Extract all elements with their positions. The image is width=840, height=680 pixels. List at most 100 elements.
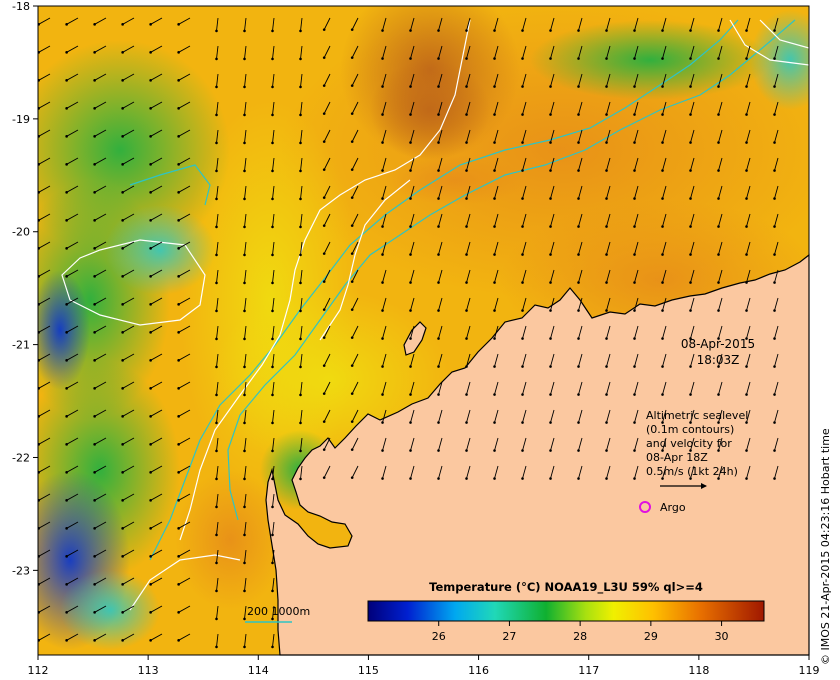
velocity-arrow — [690, 73, 695, 87]
velocity-arrow-head — [93, 331, 96, 334]
velocity-arrow-head — [381, 225, 384, 228]
velocity-arrow — [216, 213, 219, 227]
velocity-arrow-head — [661, 281, 664, 284]
velocity-arrow-head — [633, 281, 636, 284]
velocity-arrow — [323, 17, 331, 30]
velocity-arrow — [522, 101, 527, 115]
velocity-arrow-head — [271, 393, 274, 397]
velocity-arrow — [178, 269, 191, 277]
velocity-arrow — [774, 465, 779, 479]
velocity-arrow — [66, 157, 79, 165]
velocity-arrow-head — [243, 57, 246, 61]
velocity-arrow — [272, 521, 275, 535]
velocity-arrow-head — [177, 219, 180, 222]
velocity-arrow-head — [465, 225, 468, 228]
velocity-arrow-head — [93, 107, 96, 110]
velocity-arrow — [38, 73, 51, 81]
velocity-arrow — [272, 633, 275, 647]
velocity-arrow — [66, 73, 79, 81]
velocity-arrow — [272, 549, 275, 563]
velocity-arrow — [438, 73, 443, 87]
velocity-arrow — [410, 269, 415, 283]
velocity-arrow — [550, 129, 555, 143]
velocity-arrow-head — [577, 281, 580, 284]
velocity-arrow — [522, 129, 527, 143]
velocity-arrow — [178, 633, 191, 641]
velocity-arrow-head — [745, 57, 748, 60]
velocity-arrow — [38, 465, 51, 473]
velocity-arrow — [38, 157, 51, 165]
velocity-arrow — [774, 157, 779, 171]
lon-tick-label: 119 — [799, 664, 820, 677]
velocity-arrow-head — [149, 471, 152, 474]
velocity-arrow-head — [493, 393, 496, 396]
longitude-axis: 112 113 114 115 116 117 118 119 — [28, 655, 820, 677]
velocity-arrow — [410, 185, 415, 199]
velocity-arrow-head — [271, 533, 274, 537]
velocity-arrow — [550, 381, 555, 395]
velocity-arrow — [94, 437, 107, 445]
velocity-arrow — [272, 381, 275, 395]
velocity-arrow-head — [437, 253, 440, 256]
velocity-arrow-head — [121, 471, 124, 474]
velocity-arrow-head — [149, 359, 152, 362]
velocity-arrow-head — [299, 85, 302, 89]
velocity-arrow — [122, 633, 135, 641]
velocity-arrow — [690, 437, 695, 451]
velocity-arrow-head — [271, 141, 274, 145]
velocity-arrow — [272, 409, 275, 423]
velocity-arrow-head — [717, 393, 720, 396]
velocity-arrow — [272, 157, 275, 171]
velocity-arrow — [272, 353, 275, 367]
velocity-arrow — [718, 269, 723, 283]
velocity-arrow — [323, 129, 331, 142]
velocity-arrow — [66, 241, 79, 249]
velocity-arrow-head — [322, 448, 326, 451]
velocity-arrow-head — [322, 252, 326, 255]
velocity-arrow-head — [93, 135, 96, 138]
velocity-arrow-head — [299, 281, 302, 285]
velocity-arrow — [244, 101, 247, 115]
velocity-arrow-head — [350, 448, 354, 451]
velocity-arrow-head — [322, 420, 326, 423]
velocity-arrow — [66, 549, 79, 557]
velocity-arrow-head — [350, 84, 354, 87]
velocity-arrow — [323, 185, 331, 198]
velocity-arrow-head — [271, 29, 274, 33]
velocity-arrow-head — [409, 197, 412, 200]
velocity-arrow-head — [661, 169, 664, 172]
velocity-arrow-head — [215, 197, 218, 201]
velocity-arrow-head — [577, 197, 580, 200]
velocity-arrow — [690, 185, 695, 199]
velocity-arrow-head — [409, 337, 412, 340]
velocity-arrow-head — [243, 449, 246, 453]
velocity-arrow-head — [661, 421, 664, 424]
velocity-arrow-head — [689, 309, 692, 312]
velocity-arrow — [122, 213, 135, 221]
velocity-arrow-head — [65, 611, 68, 614]
velocity-arrow — [774, 325, 779, 339]
velocity-arrow — [66, 605, 79, 613]
velocity-arrow-head — [350, 28, 354, 31]
velocity-arrow — [178, 577, 191, 585]
lat-tick-label: -18 — [12, 0, 30, 13]
velocity-arrow-head — [65, 79, 68, 82]
velocity-arrow — [634, 129, 639, 143]
velocity-arrow — [150, 353, 163, 361]
velocity-arrow-head — [689, 281, 692, 284]
velocity-arrow-head — [689, 169, 692, 172]
velocity-arrow-head — [605, 477, 608, 480]
velocity-arrow-head — [93, 471, 96, 474]
velocity-arrow — [550, 297, 555, 311]
velocity-arrow-head — [689, 113, 692, 116]
velocity-arrow-head — [577, 365, 580, 368]
velocity-arrow — [550, 185, 555, 199]
velocity-arrow-head — [493, 281, 496, 284]
velocity-arrow — [522, 73, 527, 87]
velocity-arrow-head — [745, 85, 748, 88]
velocity-arrow-head — [717, 225, 720, 228]
velocity-arrow-head — [65, 527, 68, 530]
velocity-arrow — [438, 101, 443, 115]
velocity-arrow-head — [465, 477, 468, 480]
velocity-arrow-head — [493, 113, 496, 116]
